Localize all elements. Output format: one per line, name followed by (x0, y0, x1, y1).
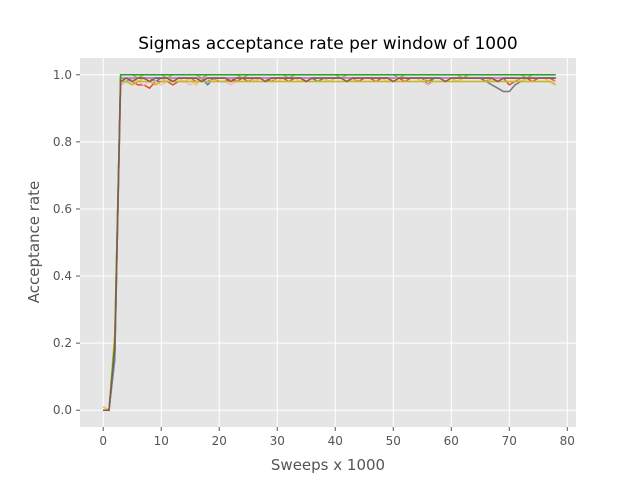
x-tick-label: 0 (99, 434, 107, 448)
y-tick-label: 0.2 (53, 336, 72, 350)
x-tick-label: 60 (444, 434, 459, 448)
plot-area (80, 58, 576, 427)
x-tick-label: 40 (328, 434, 343, 448)
x-tick-label: 70 (502, 434, 517, 448)
series-line-11 (103, 74, 556, 411)
series-lines (102, 74, 557, 411)
y-tick-label: 0.0 (53, 403, 72, 417)
y-axis-ticks: 0.0 0.2 0.4 0.6 0.8 1.0 (53, 68, 80, 417)
x-axis-ticks: 0 10 20 30 40 50 60 70 80 (99, 427, 575, 448)
x-tick-label: 10 (154, 434, 169, 448)
y-tick-label: 0.6 (53, 202, 72, 216)
x-tick-label: 20 (212, 434, 227, 448)
series-line-9 (103, 80, 557, 411)
chart-title: Sigmas acceptance rate per window of 100… (138, 34, 518, 54)
x-tick-label: 30 (270, 434, 285, 448)
x-axis-label: Sweeps x 1000 (271, 456, 385, 474)
series-line-12 (103, 77, 556, 411)
y-axis-label: Acceptance rate (25, 181, 43, 304)
x-tick-label: 50 (386, 434, 401, 448)
y-tick-label: 0.4 (53, 269, 72, 283)
y-tick-label: 1.0 (53, 68, 72, 82)
y-tick-label: 0.8 (53, 135, 72, 149)
x-tick-label: 80 (560, 434, 575, 448)
